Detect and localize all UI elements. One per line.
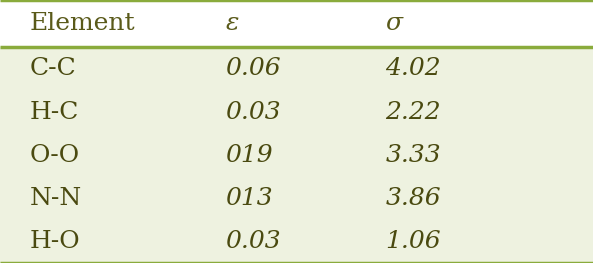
Text: 3.86: 3.86 <box>385 187 441 210</box>
Text: 1.06: 1.06 <box>385 230 441 253</box>
Bar <box>0 177 593 220</box>
Text: 0.03: 0.03 <box>225 230 281 253</box>
Text: 019: 019 <box>225 144 273 167</box>
Text: C-C: C-C <box>30 57 76 80</box>
Bar <box>0 47 593 90</box>
Text: σ: σ <box>385 12 403 35</box>
Text: 4.02: 4.02 <box>385 57 441 80</box>
Text: O-O: O-O <box>30 144 80 167</box>
Text: 2.22: 2.22 <box>385 100 441 124</box>
Text: 0.03: 0.03 <box>225 100 281 124</box>
Bar <box>0 220 593 263</box>
Text: 0.06: 0.06 <box>225 57 281 80</box>
Bar <box>0 0 593 47</box>
Text: H-C: H-C <box>30 100 79 124</box>
Text: 3.33: 3.33 <box>385 144 441 167</box>
Text: ε: ε <box>225 12 239 35</box>
Text: Element: Element <box>30 12 135 35</box>
Text: H-O: H-O <box>30 230 80 253</box>
Bar <box>0 134 593 177</box>
Bar <box>0 90 593 134</box>
Text: N-N: N-N <box>30 187 82 210</box>
Text: 013: 013 <box>225 187 273 210</box>
